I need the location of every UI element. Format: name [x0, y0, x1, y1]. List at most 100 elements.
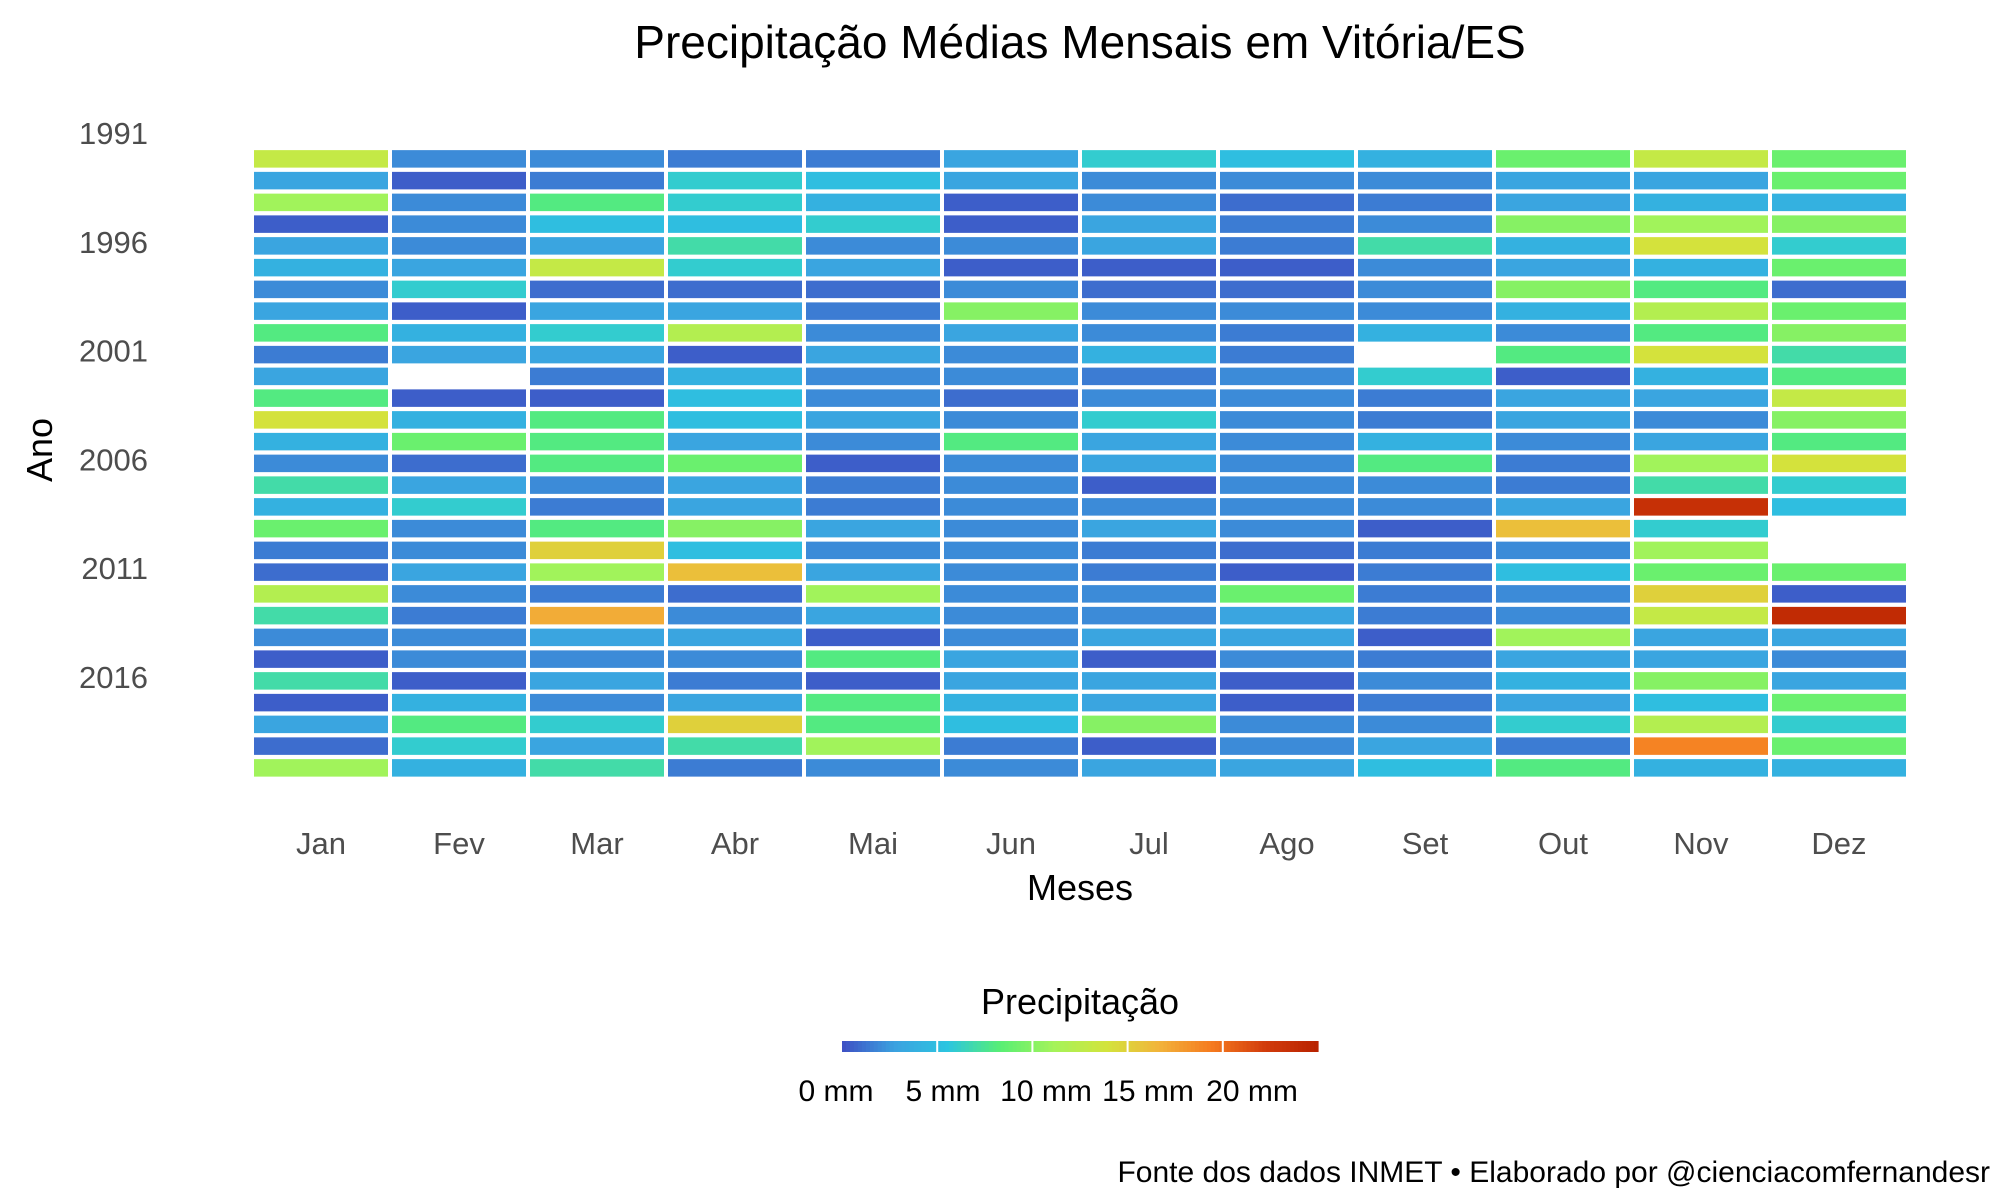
heatmap-cell — [1634, 389, 1768, 407]
legend-color-step — [984, 1041, 990, 1052]
heatmap-cell — [806, 367, 940, 386]
heatmap-cell — [530, 324, 664, 342]
heatmap-cell — [1496, 650, 1630, 668]
heatmap-cell — [1358, 454, 1492, 473]
heatmap-cell — [1772, 171, 1906, 190]
heatmap-cell — [1220, 193, 1354, 212]
heatmap-cell — [806, 628, 940, 647]
legend-label: 20 mm — [1206, 1075, 1298, 1108]
heatmap-cell — [1634, 150, 1768, 168]
heatmap-cell — [254, 715, 388, 734]
legend-color-step — [1214, 1041, 1220, 1052]
legend-color-step — [968, 1041, 974, 1052]
heatmap-cell — [668, 541, 802, 560]
legend-color-step — [953, 1041, 958, 1052]
legend-color-step — [1143, 1041, 1149, 1052]
legend-color-step — [1004, 1041, 1010, 1052]
heatmap-cell — [668, 258, 802, 277]
heatmap-cell — [1772, 258, 1906, 277]
chart-title: Precipitação Médias Mensais em Vitória/E… — [634, 16, 1525, 68]
heatmap-cell — [1772, 693, 1906, 712]
heatmap-cell — [1220, 237, 1354, 255]
heatmap-cell — [392, 389, 526, 407]
legend-color-step — [1068, 1041, 1073, 1052]
heatmap-cell — [254, 693, 388, 712]
heatmap-cell — [1496, 498, 1630, 516]
heatmap-cell — [1634, 498, 1768, 516]
heatmap-cell — [944, 237, 1078, 255]
heatmap-cell — [668, 345, 802, 364]
heatmap-cell — [1496, 454, 1630, 473]
heatmap-cell — [254, 389, 388, 407]
heatmap-cell — [392, 258, 526, 277]
legend-color-step — [988, 1041, 994, 1052]
legend-color-step — [909, 1041, 914, 1052]
heatmap-cell — [1358, 672, 1492, 690]
heatmap-cell — [530, 476, 664, 494]
legend-color-step — [925, 1041, 930, 1052]
legend-color-step — [865, 1041, 871, 1052]
heatmap-cell — [668, 150, 802, 168]
heatmap-cell — [668, 563, 802, 581]
heatmap-cell — [392, 432, 526, 451]
heatmap-cell — [1772, 628, 1906, 647]
heatmap-cell — [1634, 606, 1768, 625]
heatmap-cell — [944, 367, 1078, 386]
heatmap-cell — [1082, 606, 1216, 625]
heatmap-cell — [1082, 432, 1216, 451]
heatmap-cell — [1634, 541, 1768, 560]
heatmap-cell — [1358, 367, 1492, 386]
legend-color-step — [937, 1041, 942, 1052]
legend-color-step — [1306, 1041, 1311, 1052]
heatmap-cell — [668, 476, 802, 494]
heatmap-cell — [1358, 650, 1492, 668]
heatmap-cell — [1358, 715, 1492, 734]
heatmap-cell — [1772, 454, 1906, 473]
legend-label: 15 mm — [1102, 1075, 1194, 1108]
heatmap-cell — [1082, 498, 1216, 516]
legend-color-step — [1302, 1041, 1307, 1052]
heatmap-cell — [1220, 672, 1354, 690]
heatmap-cell — [1082, 628, 1216, 647]
legend-color-step — [1024, 1041, 1030, 1052]
heatmap-cell — [944, 324, 1078, 342]
heatmap-cell — [392, 345, 526, 364]
heatmap-cell — [1634, 715, 1768, 734]
heatmap-cell — [1496, 150, 1630, 168]
heatmap-cell — [1358, 411, 1492, 429]
heatmap-cell — [1634, 476, 1768, 494]
legend-title: Precipitação — [981, 981, 1179, 1022]
heatmap-cell — [1634, 411, 1768, 429]
legend-color-step — [901, 1041, 907, 1052]
legend-color-step — [1314, 1041, 1319, 1052]
legend-color-step — [941, 1041, 946, 1052]
heatmap-cell — [1496, 280, 1630, 299]
heatmap-cell — [668, 389, 802, 407]
heatmap-cell — [1358, 389, 1492, 407]
heatmap-cell — [668, 302, 802, 320]
heatmap-cell — [1496, 715, 1630, 734]
legend-color-step — [1123, 1041, 1129, 1052]
heatmap-cell — [1772, 411, 1906, 429]
heatmap-cell — [1220, 650, 1354, 668]
legend-color-step — [1083, 1041, 1089, 1052]
heatmap-cell — [1772, 280, 1906, 299]
legend-color-step — [861, 1041, 867, 1052]
heatmap-cell — [1772, 737, 1906, 755]
heatmap-cells — [254, 150, 1906, 777]
heatmap-cell — [1082, 367, 1216, 386]
y-tick-label: 2001 — [79, 334, 148, 369]
y-tick-label: 2011 — [81, 551, 148, 586]
heatmap-cell — [668, 650, 802, 668]
heatmap-cell — [806, 389, 940, 407]
legend-color-step — [1258, 1041, 1264, 1052]
heatmap-cell — [1634, 454, 1768, 473]
heatmap-cell — [668, 519, 802, 538]
heatmap-cell — [392, 237, 526, 255]
legend-labels: 0 mm 5 mm 10 mm 15 mm 20 mm — [799, 1075, 1298, 1108]
heatmap-cell — [1358, 541, 1492, 560]
legend-color-step — [877, 1041, 883, 1052]
heatmap-cell — [944, 193, 1078, 212]
heatmap-cell — [392, 650, 526, 668]
heatmap-cell — [1082, 476, 1216, 494]
